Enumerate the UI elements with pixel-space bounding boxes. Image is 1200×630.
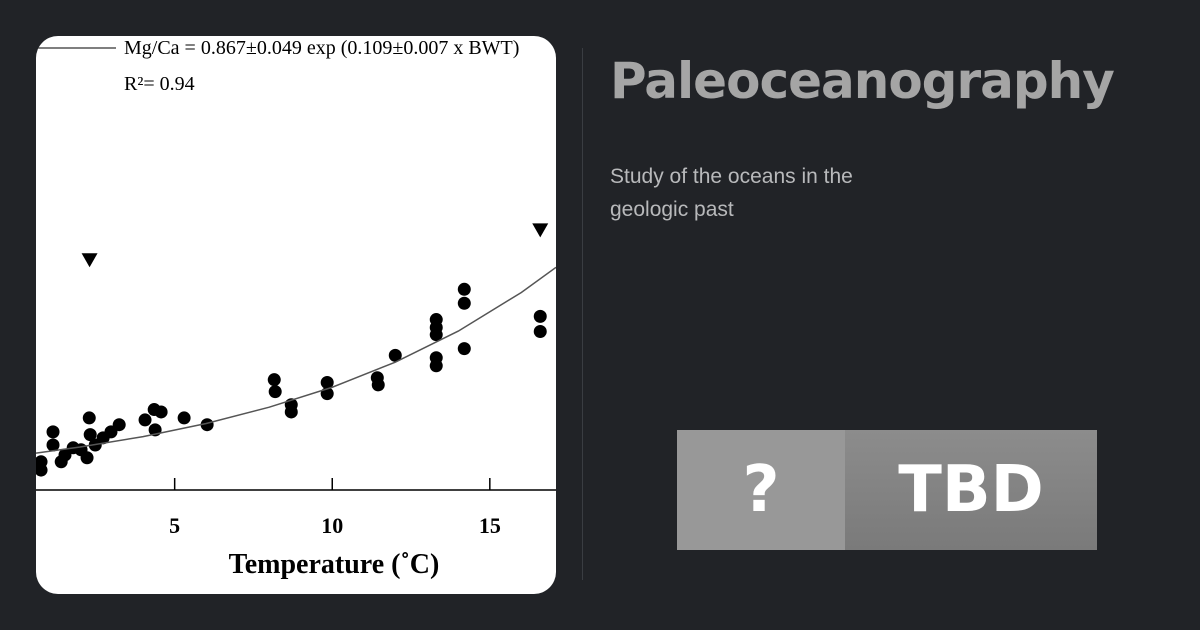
data-point <box>320 375 334 389</box>
data-point <box>457 296 471 310</box>
data-point <box>138 413 152 427</box>
data-point <box>80 451 94 465</box>
badge-right: TBD <box>845 430 1097 550</box>
data-point <box>36 463 48 477</box>
x-tick-label: 15 <box>479 513 501 538</box>
x-axis-label: Temperature (˚C) <box>229 549 440 580</box>
data-point <box>82 411 96 425</box>
x-tick-label: 5 <box>169 513 180 538</box>
x-tick-label: 10 <box>321 513 343 538</box>
data-point <box>267 373 281 387</box>
data-point <box>284 405 298 419</box>
data-point <box>154 405 168 419</box>
card-description: Study of the oceans in the geologic past <box>610 165 853 221</box>
data-point <box>457 342 471 356</box>
chart: Mg/Ca = 0.867±0.049 exp (0.109±0.007 x B… <box>36 37 556 580</box>
data-point <box>388 348 402 362</box>
data-point <box>83 428 97 442</box>
data-point <box>429 359 443 373</box>
fit-curve <box>36 266 556 454</box>
card-title: Paleoceanography <box>610 52 1115 110</box>
data-point <box>112 418 126 432</box>
data-point <box>533 309 547 323</box>
badge-left: ? <box>677 430 845 550</box>
data-point <box>371 378 385 392</box>
figure: Mg/Ca = 0.867±0.049 exp (0.109±0.007 x B… <box>36 36 556 594</box>
data-point <box>533 324 547 338</box>
data-point <box>268 385 282 399</box>
data-point <box>457 282 471 296</box>
data-point <box>46 438 60 452</box>
triangle-point <box>532 223 549 238</box>
data-point <box>429 328 443 342</box>
r-squared: R²= 0.94 <box>124 73 195 95</box>
triangle-point <box>81 253 98 268</box>
data-point <box>200 418 214 432</box>
divider <box>582 48 583 580</box>
data-point <box>177 411 191 425</box>
equation: Mg/Ca = 0.867±0.049 exp (0.109±0.007 x B… <box>124 37 519 59</box>
data-point <box>46 425 60 439</box>
